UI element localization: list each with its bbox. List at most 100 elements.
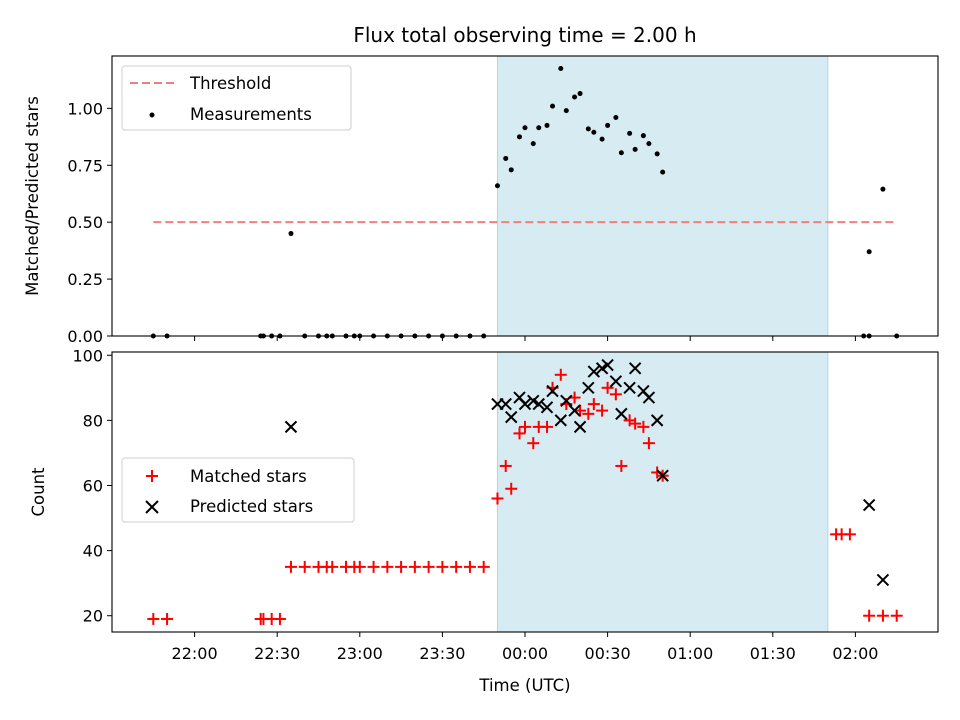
bottom-x-axis-label: Time (UTC) xyxy=(478,676,570,695)
x-tick-label: 02:00 xyxy=(832,644,878,663)
y-tick-label: 0.50 xyxy=(67,213,103,232)
matched-star-point xyxy=(298,560,311,573)
predicted-star-point xyxy=(595,362,609,375)
predicted-star-point xyxy=(518,397,532,411)
matched-star-point xyxy=(477,560,490,573)
matched-legend-label: Matched stars xyxy=(190,467,307,486)
top-panel: Flux total observing time = 2.00 h 0.000… xyxy=(23,23,939,346)
matched-star-point xyxy=(863,609,876,622)
predicted-legend-swatch xyxy=(145,500,159,514)
predicted-star-point xyxy=(628,362,642,375)
measurement-point xyxy=(530,141,536,147)
matched-star-point xyxy=(843,528,856,541)
measurement-point xyxy=(605,122,611,128)
matched-star-point xyxy=(499,459,512,472)
predicted-legend-label: Predicted stars xyxy=(190,497,313,516)
bottom-legend: Matched stars Predicted stars xyxy=(121,457,355,523)
matched-star-point xyxy=(554,368,567,381)
top-x-axis-ticks xyxy=(194,336,856,341)
predicted-star-point xyxy=(546,384,559,398)
matched-star-point xyxy=(408,560,421,573)
predicted-star-point xyxy=(601,358,614,372)
matched-stars-points xyxy=(147,368,903,625)
top-y-axis-label: Matched/Predicted stars xyxy=(23,96,42,296)
x-tick-label: 22:30 xyxy=(254,644,300,663)
measurement-point xyxy=(522,125,528,131)
predicted-star-point xyxy=(560,394,573,408)
predicted-star-point xyxy=(284,420,298,434)
matched-star-point xyxy=(367,560,380,573)
predicted-stars-points xyxy=(284,358,890,587)
predicted-star-point xyxy=(532,397,545,411)
matched-star-point xyxy=(381,560,394,573)
matched-star-point xyxy=(284,560,297,573)
matched-star-point xyxy=(642,437,655,450)
top-legend: Threshold Measurements xyxy=(121,65,352,131)
predicted-star-point xyxy=(609,375,623,388)
matched-star-point xyxy=(450,560,463,573)
matched-star-point xyxy=(326,560,339,573)
matched-star-point xyxy=(541,420,554,433)
matched-star-point xyxy=(513,427,526,440)
measurement-point xyxy=(577,91,583,97)
bottom-y-axis-ticks: 20 40 60 80 100 xyxy=(72,346,112,626)
predicted-star-point xyxy=(499,397,512,411)
x-tick-label: 01:00 xyxy=(667,644,713,663)
measurement-point xyxy=(494,183,500,189)
measurement-point xyxy=(591,129,597,135)
predicted-star-point xyxy=(540,401,554,414)
matched-star-point xyxy=(519,420,531,433)
bottom-legend-box xyxy=(121,457,355,523)
y-tick-label: 1.00 xyxy=(67,99,103,118)
matched-star-point xyxy=(596,404,609,417)
bottom-x-axis-ticks: 22:00 22:30 23:00 23:30 00:00 00:30 01:00 01:30… xyxy=(172,632,878,663)
matched-star-point xyxy=(615,459,628,472)
bottom-y-axis-label: Count xyxy=(29,467,48,517)
measurement-point xyxy=(613,114,619,120)
matched-star-point xyxy=(273,612,286,625)
x-tick-label: 22:00 xyxy=(172,644,218,663)
predicted-star-point xyxy=(582,381,595,395)
matched-star-point xyxy=(491,492,504,505)
top-measurement-points xyxy=(150,66,900,339)
y-tick-label: 60 xyxy=(83,476,103,495)
matched-star-point xyxy=(637,420,650,433)
predicted-star-point xyxy=(587,365,601,378)
matched-star-point xyxy=(422,560,435,573)
x-tick-label: 00:30 xyxy=(585,644,631,663)
y-tick-label: 40 xyxy=(83,542,103,561)
bottom-shaded-span xyxy=(497,352,828,632)
threshold-legend-label: Threshold xyxy=(189,74,271,93)
y-tick-label: 0.25 xyxy=(67,270,103,289)
predicted-star-point xyxy=(623,381,636,395)
measurement-point xyxy=(618,150,624,156)
measurement-point xyxy=(563,108,569,114)
measurement-point xyxy=(646,141,652,147)
measurements-legend-swatch xyxy=(149,112,155,118)
y-tick-label: 100 xyxy=(72,346,103,365)
y-tick-label: 0.00 xyxy=(67,327,103,346)
predicted-star-point xyxy=(876,573,890,587)
measurement-point xyxy=(558,66,564,72)
measurement-point xyxy=(544,122,550,128)
predicted-star-point xyxy=(505,410,518,424)
matched-star-point xyxy=(436,560,449,573)
measurement-point xyxy=(627,130,633,136)
y-tick-label: 0.75 xyxy=(67,156,103,175)
predicted-star-point xyxy=(656,469,669,482)
x-tick-label: 01:30 xyxy=(750,644,796,663)
measurement-point xyxy=(550,103,556,109)
matched-star-point xyxy=(601,381,614,394)
matched-star-point xyxy=(629,417,642,430)
predicted-star-point xyxy=(642,391,656,404)
measurement-point xyxy=(632,146,638,152)
predicted-star-point xyxy=(527,394,540,408)
measurement-point xyxy=(654,151,660,157)
measurement-point xyxy=(572,94,578,100)
top-shaded-span xyxy=(497,56,828,336)
predicted-star-point xyxy=(615,407,628,421)
matched-star-point xyxy=(353,560,366,573)
matched-star-point xyxy=(463,560,476,573)
measurement-point xyxy=(599,136,605,142)
matched-star-point xyxy=(582,407,595,420)
